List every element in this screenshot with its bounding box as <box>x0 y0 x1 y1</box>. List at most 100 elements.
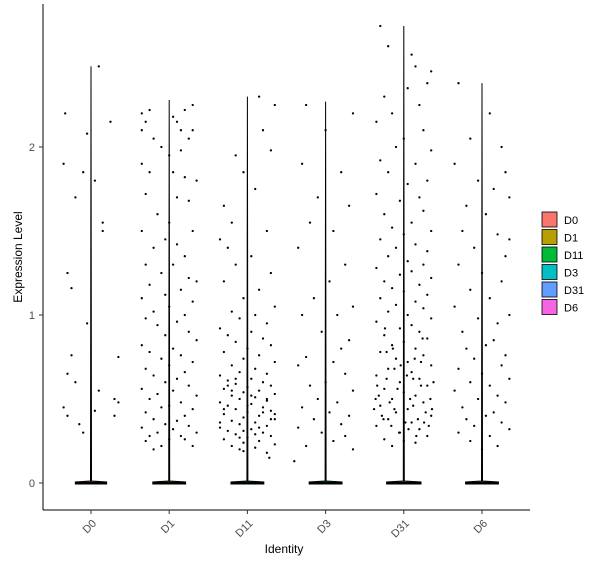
point-d31-23 <box>422 209 425 212</box>
point-d11-5 <box>242 171 245 174</box>
point-d31-65 <box>430 364 433 367</box>
point-d31-66 <box>387 367 390 370</box>
point-d1-89 <box>152 448 155 451</box>
point-d11-6 <box>254 187 257 191</box>
point-d31-54 <box>398 327 402 330</box>
point-d0-23 <box>117 401 120 404</box>
legend-label-d11: D11 <box>564 250 583 262</box>
point-d31-51 <box>430 317 433 320</box>
point-d11-43 <box>269 384 273 387</box>
point-d3-12 <box>312 297 316 300</box>
point-d3-26 <box>316 397 319 401</box>
point-d0-19 <box>78 423 81 426</box>
point-d31-96 <box>385 377 388 380</box>
point-d1-18 <box>183 176 186 179</box>
point-d31-11 <box>422 129 425 132</box>
point-d0-8 <box>101 229 104 233</box>
violin-d31 <box>386 26 422 485</box>
point-d1-5 <box>191 103 194 107</box>
point-d31-123 <box>393 367 396 370</box>
legend-key-d6 <box>541 299 558 315</box>
point-d31-103 <box>388 401 391 404</box>
point-d11-31 <box>257 354 261 357</box>
point-d11-90 <box>222 407 226 411</box>
point-d6-19 <box>469 288 472 291</box>
point-d3-10 <box>297 246 300 249</box>
point-d11-61 <box>257 414 261 417</box>
point-d1-59 <box>152 374 155 377</box>
point-d31-114 <box>407 428 410 431</box>
point-d11-10 <box>218 238 222 241</box>
point-d31-116 <box>415 434 418 438</box>
point-d3-19 <box>304 355 308 359</box>
point-d1-37 <box>179 288 183 291</box>
point-d3-28 <box>300 406 304 409</box>
point-d3-18 <box>340 347 343 350</box>
point-d6-43 <box>484 414 488 417</box>
point-d31-100 <box>408 397 412 401</box>
point-d11-75 <box>222 438 226 441</box>
legend-key-d0 <box>541 211 558 228</box>
point-d1-52 <box>148 350 151 354</box>
point-d1-1 <box>144 120 147 123</box>
point-d31-74 <box>414 394 417 397</box>
point-d11-87 <box>234 377 237 380</box>
point-d11-20 <box>254 313 257 317</box>
point-d1-20 <box>144 192 147 196</box>
point-d31-0 <box>379 24 382 28</box>
point-d11-30 <box>222 350 226 354</box>
point-d1-11 <box>152 137 155 140</box>
point-d11-98 <box>268 456 271 459</box>
point-d1-43 <box>183 313 186 317</box>
point-d31-87 <box>383 438 386 441</box>
point-d3-16 <box>320 330 323 333</box>
point-d31-124 <box>419 360 423 364</box>
point-d1-6 <box>140 129 143 132</box>
point-d1-2 <box>148 108 151 112</box>
point-d1-57 <box>144 367 147 370</box>
point-d1-51 <box>171 347 175 350</box>
point-d1-84 <box>168 438 171 441</box>
point-d3-7 <box>332 229 335 233</box>
point-d11-92 <box>242 429 245 433</box>
point-d31-109 <box>391 347 395 350</box>
point-d1-17 <box>171 171 175 174</box>
point-d3-31 <box>312 418 316 421</box>
point-d1-71 <box>191 407 194 411</box>
point-d6-10 <box>484 213 488 216</box>
point-d31-73 <box>402 391 405 394</box>
point-d6-26 <box>492 339 495 342</box>
point-d1-34 <box>187 276 190 280</box>
legend-key-d11 <box>541 246 558 263</box>
point-d11-82 <box>265 451 269 454</box>
point-d31-1 <box>410 53 413 56</box>
point-d11-3 <box>269 149 273 152</box>
point-d3-3 <box>300 162 304 165</box>
point-d31-59 <box>390 344 394 347</box>
point-d31-40 <box>383 280 386 283</box>
point-d3-14 <box>300 313 304 317</box>
point-d6-0 <box>457 82 460 85</box>
point-d1-75 <box>175 419 179 422</box>
point-d1-64 <box>171 389 175 392</box>
point-d1-74 <box>152 418 155 421</box>
point-d0-17 <box>62 406 65 409</box>
point-d11-15 <box>222 280 226 283</box>
point-d6-37 <box>453 389 456 392</box>
point-d3-32 <box>340 423 343 426</box>
point-d11-93 <box>273 412 276 416</box>
point-d11-17 <box>242 297 245 300</box>
legend-label-d1: D1 <box>564 233 578 245</box>
point-d1-85 <box>144 439 147 443</box>
violin-shapes <box>74 26 499 485</box>
point-d11-77 <box>242 441 245 444</box>
point-d0-22 <box>117 355 120 359</box>
point-d3-0 <box>304 103 308 107</box>
point-d11-53 <box>218 401 222 404</box>
point-d6-34 <box>508 377 511 380</box>
point-d6-20 <box>488 297 491 300</box>
point-d11-49 <box>230 394 233 397</box>
point-d31-82 <box>410 421 413 424</box>
point-d11-91 <box>257 426 261 429</box>
point-d6-29 <box>504 354 507 357</box>
